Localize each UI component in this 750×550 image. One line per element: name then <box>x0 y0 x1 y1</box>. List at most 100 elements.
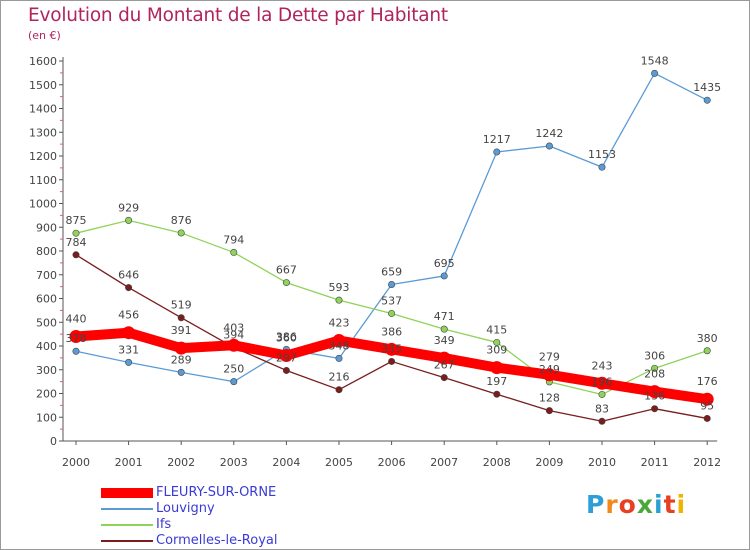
legend-label: Louvigny <box>156 501 215 516</box>
y-tick-label: 400 <box>36 340 57 353</box>
data-label: 1548 <box>641 54 669 67</box>
data-label: 386 <box>276 330 297 343</box>
data-label: 289 <box>171 353 192 366</box>
data-label: 378 <box>66 332 87 345</box>
data-point <box>598 163 606 171</box>
data-point <box>125 358 133 366</box>
y-tick-label: 1500 <box>29 79 57 92</box>
legend-label: FLEURY-SUR-ORNE <box>156 485 277 500</box>
x-tick-label: 2003 <box>220 456 248 469</box>
data-label: 537 <box>381 294 402 307</box>
data-point <box>72 251 80 259</box>
data-label: 659 <box>381 265 402 278</box>
logo-letter: t <box>663 490 677 519</box>
data-label: 794 <box>223 233 244 246</box>
data-label: 208 <box>644 368 665 381</box>
data-label: 593 <box>329 281 350 294</box>
data-label: 667 <box>276 264 297 277</box>
chart-unit-label: (en €) <box>28 29 61 42</box>
data-point <box>440 374 448 382</box>
data-point <box>651 405 659 413</box>
data-label: 279 <box>539 351 560 364</box>
data-point <box>493 338 501 346</box>
data-label: 876 <box>171 214 192 227</box>
logo-letter: r <box>605 490 619 519</box>
data-label: 128 <box>539 392 560 405</box>
x-tick-label: 2008 <box>483 456 511 469</box>
data-label: 196 <box>592 375 613 388</box>
data-point <box>388 309 396 317</box>
axes: 0 100 200 300 400 500 600 700 800 900 1000 1100 1200… <box>29 55 721 469</box>
data-point <box>174 341 188 355</box>
logo-letter: o <box>618 490 637 519</box>
y-tick-label: 0 <box>50 435 57 448</box>
data-label: 423 <box>329 317 350 330</box>
data-point <box>703 414 711 422</box>
data-label: 176 <box>697 375 718 388</box>
logo-letter: x <box>636 490 654 519</box>
x-tick-label: 2009 <box>535 456 563 469</box>
y-tick-label: 1400 <box>29 103 57 116</box>
data-point <box>335 386 343 394</box>
data-point <box>598 417 606 425</box>
data-label: 297 <box>276 351 297 364</box>
legend-swatch <box>101 508 153 510</box>
data-point <box>703 96 711 104</box>
data-point <box>177 314 185 322</box>
data-point <box>493 148 501 156</box>
data-label: 519 <box>171 299 192 312</box>
x-tick-label: 2005 <box>325 456 353 469</box>
data-label: 250 <box>223 363 244 376</box>
y-tick-label: 300 <box>36 364 57 377</box>
data-label: 309 <box>486 344 507 357</box>
y-tick-label: 700 <box>36 269 57 282</box>
data-label: 456 <box>118 309 139 322</box>
data-label: 243 <box>592 359 613 372</box>
series-lines <box>69 69 714 425</box>
data-label: 784 <box>66 236 87 249</box>
y-tick-label: 1300 <box>29 126 57 139</box>
data-label: 335 <box>381 342 402 355</box>
x-tick-label: 2010 <box>588 456 616 469</box>
y-tick-label: 100 <box>36 411 57 424</box>
data-label: 471 <box>434 310 455 323</box>
data-label: 349 <box>434 334 455 347</box>
data-point <box>230 378 238 386</box>
x-tick-label: 2001 <box>115 456 143 469</box>
data-point <box>440 325 448 333</box>
data-label: 1435 <box>693 81 721 94</box>
data-point <box>648 385 662 399</box>
data-point <box>279 349 293 362</box>
x-tick-label: 2006 <box>378 456 406 469</box>
proxiti-logo: Proxiti <box>586 490 686 519</box>
logo-letter: i <box>676 490 687 519</box>
data-label: 1153 <box>588 148 616 161</box>
logo-letter: P <box>586 490 606 519</box>
data-label: 306 <box>644 349 665 362</box>
data-label: 929 <box>118 201 139 214</box>
legend-swatch <box>101 524 153 526</box>
x-tick-label: 2002 <box>167 456 195 469</box>
data-point <box>230 248 238 256</box>
data-label: 695 <box>434 257 455 270</box>
x-tick-label: 2007 <box>430 456 458 469</box>
y-tick-label: 600 <box>36 293 57 306</box>
x-tick-label: 2000 <box>62 456 90 469</box>
data-point <box>595 376 609 390</box>
data-label: 360 <box>276 332 297 345</box>
data-point <box>700 392 714 406</box>
y-tick-label: 1100 <box>29 174 57 187</box>
data-label: 403 <box>223 321 244 334</box>
x-tick-label: 2012 <box>693 456 721 469</box>
y-tick-label: 500 <box>36 316 57 329</box>
legend-label: Ifs <box>156 517 172 532</box>
data-label: 875 <box>66 214 87 227</box>
data-label: 646 <box>118 269 139 282</box>
data-point <box>282 279 290 287</box>
legend-swatch <box>101 488 153 498</box>
data-point <box>388 357 396 365</box>
data-label: 1217 <box>483 133 511 146</box>
chart-title: Evolution du Montant de la Dette par Hab… <box>28 5 448 26</box>
